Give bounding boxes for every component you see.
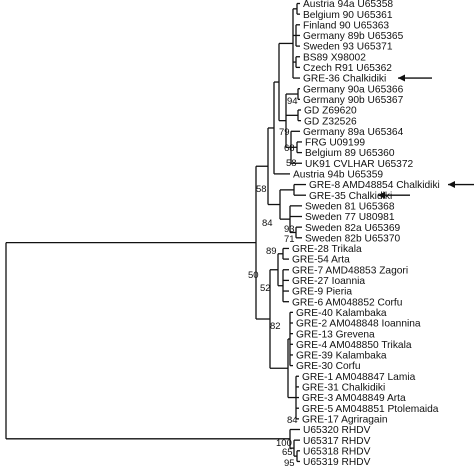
bootstrap-value: 100 bbox=[276, 438, 292, 449]
leaf-label: Sweden 82b U65370 bbox=[305, 233, 400, 244]
bootstrap-value: 50 bbox=[248, 270, 259, 281]
arrow-left-icon bbox=[448, 181, 474, 189]
leaf-label: UK91 CVLHAR U65372 bbox=[305, 159, 413, 170]
leaf-label: Austria 94a U65358 bbox=[303, 0, 393, 10]
bootstrap-value: 71 bbox=[284, 234, 295, 245]
leaf-label: GD Z32526 bbox=[304, 116, 357, 127]
arrow-left-icon bbox=[398, 74, 432, 82]
leaf-label: GRE-2 AM048848 Ioannina bbox=[296, 319, 421, 330]
bootstrap-value: 58 bbox=[256, 184, 267, 195]
bootstrap-value: 68 bbox=[284, 143, 295, 154]
leaf-label: Sweden 93 U65371 bbox=[303, 42, 393, 53]
leaf-label: U65319 RHDV bbox=[303, 457, 371, 468]
leaf-label: Germany 90b U65367 bbox=[303, 95, 404, 106]
leaf-label: Germany 89b U65365 bbox=[303, 31, 404, 42]
bootstrap-value: 93 bbox=[284, 224, 295, 235]
leaf-label: GRE-39 Kalambaka bbox=[296, 351, 387, 362]
leaf-label: GRE-5 AM048851 Ptolemaida bbox=[302, 404, 439, 415]
leaf-label: FRG U09199 bbox=[305, 138, 365, 149]
leaf-label: U65320 RHDV bbox=[303, 425, 371, 436]
leaf-label: Sweden 77 U80981 bbox=[305, 212, 395, 223]
leaf-label: Sweden 81 U65368 bbox=[305, 201, 395, 212]
bootstrap-value: 95 bbox=[284, 458, 295, 469]
leaf-label: U65318 RHDV bbox=[303, 446, 371, 457]
leaf-label: GRE-1 AM048847 Lamia bbox=[302, 372, 416, 383]
leaf-label: Sweden 82a U65369 bbox=[305, 223, 400, 234]
leaf-label: Belgium 89 U65360 bbox=[305, 148, 395, 159]
leaf-label: Germany 90a U65366 bbox=[303, 84, 404, 95]
leaf-label: Czech R91 U65362 bbox=[303, 63, 392, 74]
leaf-label: GRE-17 Agriragain bbox=[302, 414, 388, 425]
leaf-label: Belgium 90 U65361 bbox=[303, 10, 393, 21]
leaf-label: GRE-27 Ioannia bbox=[292, 276, 365, 287]
leaf-label: GRE-7 AMD48853 Zagori bbox=[292, 265, 408, 276]
leaf-label: GRE-4 AM048850 Trikala bbox=[296, 340, 412, 351]
leaf-label: Finland 90 U65363 bbox=[303, 20, 389, 31]
leaf-label: U65317 RHDV bbox=[303, 436, 371, 447]
leaf-label: GRE-30 Corfu bbox=[296, 361, 361, 372]
leaf-label: GRE-40 Kalambaka bbox=[296, 308, 387, 319]
leaf-label: Austria 94b U65359 bbox=[293, 170, 383, 181]
leaf-label: GRE-13 Grevena bbox=[296, 329, 375, 340]
leaf-label: Germany 89a U65364 bbox=[303, 127, 404, 138]
leaf-label: GRE-8 AMD48854 Chalkidiki bbox=[309, 180, 440, 191]
leaf-label: GRE-28 Trikala bbox=[292, 244, 362, 255]
bootstrap-value: 84 bbox=[287, 415, 298, 426]
arrow-left-icon bbox=[378, 191, 410, 199]
leaf-label: GRE-54 Arta bbox=[292, 255, 350, 266]
leaf-label: GRE-6 AM048852 Corfu bbox=[292, 297, 402, 308]
bootstrap-value: 79 bbox=[279, 127, 290, 138]
leaf-label: GD Z69620 bbox=[304, 106, 357, 117]
tree-branches bbox=[5, 2, 306, 463]
leaf-label: GRE-36 Chalkidiki bbox=[303, 74, 386, 85]
leaf-label: BS89 X98002 bbox=[303, 52, 366, 63]
leaf-label: GRE-9 Pieria bbox=[292, 287, 352, 298]
highlight-arrows bbox=[378, 74, 474, 199]
bootstrap-value: 58 bbox=[286, 158, 297, 169]
bootstrap-value: 82 bbox=[270, 321, 281, 332]
bootstrap-value: 84 bbox=[262, 218, 273, 229]
leaf-label: GRE-31 Chalkidiki bbox=[302, 383, 385, 394]
leaf-label: GRE-35 Chalkidiki bbox=[309, 191, 392, 202]
leaf-label: GRE-3 AM048849 Arta bbox=[302, 393, 406, 404]
bootstrap-value: 89 bbox=[266, 246, 277, 257]
bootstrap-value: 65 bbox=[282, 447, 293, 458]
bootstrap-value: 52 bbox=[260, 283, 271, 294]
bootstrap-value: 94 bbox=[287, 96, 298, 107]
